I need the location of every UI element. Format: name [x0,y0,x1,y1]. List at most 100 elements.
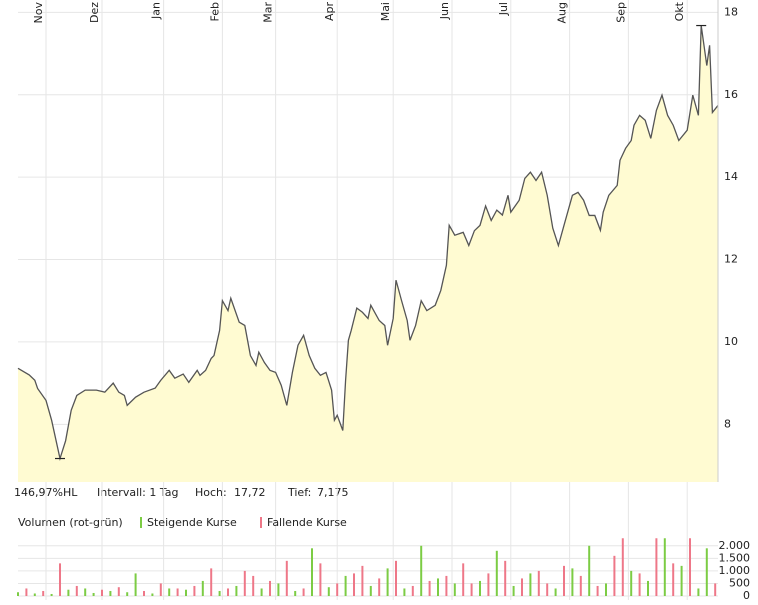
interval-info: Intervall: 1 Tag [97,486,179,499]
volume-bar [50,593,53,596]
volume-bar [92,592,95,596]
y-tick-label: 0 [743,589,750,602]
volume-bar [235,585,238,596]
volume-bar [260,588,263,596]
volume-bar [294,590,297,596]
x-tick-label: Okt [673,1,686,21]
y-tick-label: 500 [729,576,750,589]
volume-bar [361,565,364,596]
volume-bar [495,550,498,596]
volume-bar [227,588,229,596]
volume-bar [596,585,599,596]
volume-bar [59,563,61,596]
volume-bar [621,538,624,596]
volume-bar [126,592,129,596]
legend-swatch [260,517,262,528]
volume-bar [663,538,666,596]
y-tick-label: 16 [724,88,738,101]
volume-bar [17,592,19,596]
volume-bar [546,583,549,596]
volume-bar [487,573,490,596]
volume-bar [369,585,372,596]
volume-bar [185,589,187,596]
volume-bar [134,573,137,596]
volume-title: Volumen (rot-grün) [18,516,123,529]
volume-bar [67,589,70,596]
volume-bar [697,588,700,596]
volume-bar [302,588,305,596]
area [18,25,718,483]
volume-bar [344,575,347,596]
volume-bar [168,588,171,596]
x-tick-label: Jun [438,2,451,20]
x-tick-label: Dez [88,2,101,23]
volume-bar [33,593,36,596]
volume-bar [151,593,154,596]
y-tick-label: 1.500 [719,551,751,564]
x-tick-label: Aug [556,2,569,23]
volume-bar [269,580,271,596]
volume-bar [470,583,473,596]
volume-bar [579,575,582,596]
legend-swatch [140,517,142,528]
volume-bar [479,580,481,596]
y-tick-label: 8 [724,417,731,430]
legend-label: Steigende Kurse [147,516,237,529]
volume-bar [243,570,246,596]
volume-bar [437,578,439,596]
volume-bar [75,585,78,596]
volume-bar [252,575,255,596]
volume-bar [411,585,414,596]
volume-bar [588,545,591,596]
x-tick-label: Jan [150,2,163,20]
high-value: 17,72 [234,486,266,499]
volume-bar [143,590,145,596]
volume-bar [420,545,423,596]
x-tick-label: Nov [32,2,45,24]
volume-bar [403,588,406,596]
volume-bar [630,570,633,596]
x-tick-label: Jul [497,2,510,16]
volume-bar [395,560,397,596]
volume-bar [336,583,339,596]
volume-bar [554,588,557,596]
y-tick-label: 14 [724,170,738,183]
x-tick-label: Sep [614,2,627,23]
volume-bar [689,538,691,596]
volume-bar [453,583,456,596]
volume-bar [445,575,448,596]
volume-bar [218,590,221,596]
volume-bar [378,578,381,596]
volume-bar [193,585,196,596]
volume-bar [101,589,103,596]
volume-bar [571,568,574,596]
volume-bar [705,548,708,596]
volume-bar [613,555,616,596]
volume-bar [504,560,507,596]
volume-bar [655,538,658,596]
price-line [17,25,719,462]
volume-bar [563,565,565,596]
volume-bar [428,580,431,596]
volume-bar [201,580,204,596]
y-tick-label: 1.000 [719,564,751,577]
volume-bar [311,548,313,596]
low-value: 7,175 [317,486,349,499]
volume-bar [672,563,675,596]
volume-bar [680,565,683,596]
volume-bar [386,568,389,596]
volume-bar [109,590,112,596]
volume-bar [537,570,540,596]
y-tick-label: 18 [724,5,738,18]
volume-bar [714,583,717,596]
x-tick-label: Mai [379,2,392,21]
volume-bar [25,588,28,596]
volume-bar [521,578,523,596]
volume-bar [210,568,213,596]
volume-bar [159,583,162,596]
legend-label: Fallende Kurse [267,516,347,529]
volume-bar [327,587,330,596]
x-tick-label: Feb [208,2,221,21]
volume-bar [647,580,649,596]
y-tick-label: 10 [724,335,738,348]
